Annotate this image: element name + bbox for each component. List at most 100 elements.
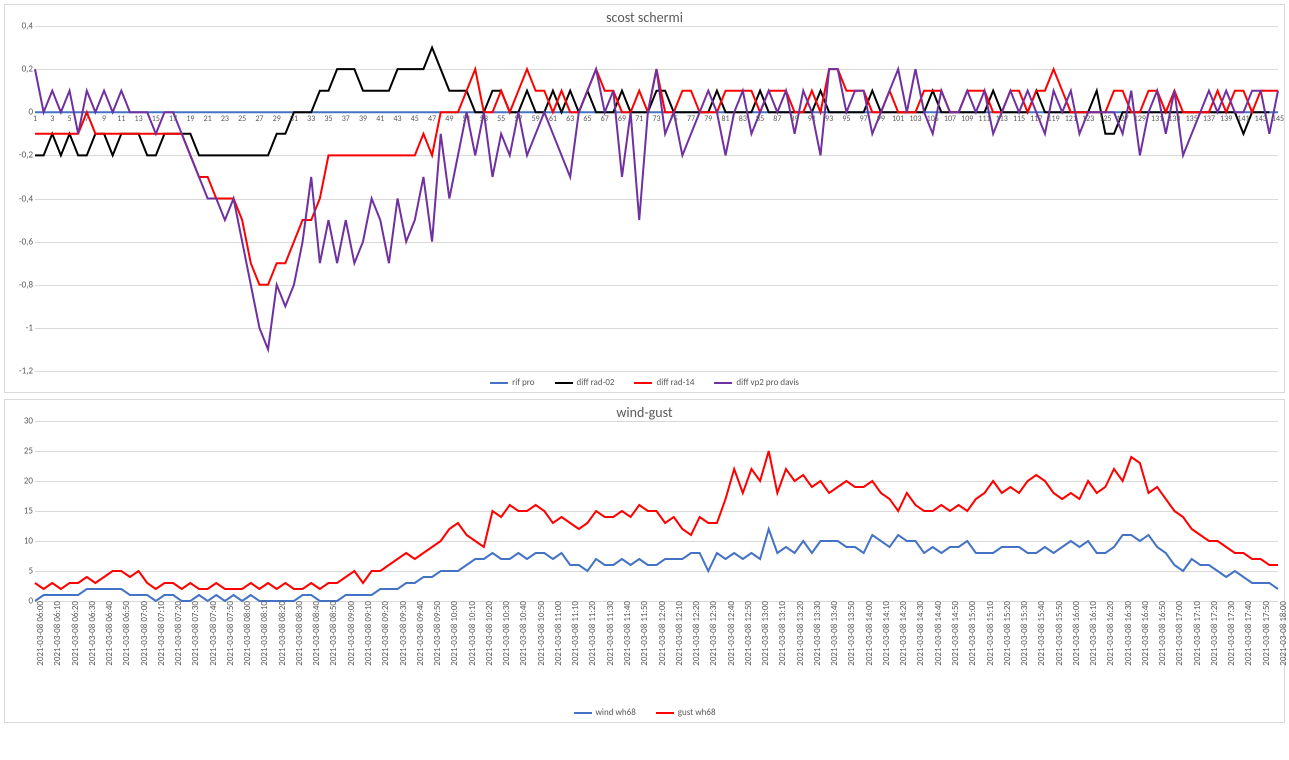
legend-label: diff rad-02 [577, 377, 615, 388]
x-tick-label: 103 [909, 114, 921, 124]
chart1-x-axis: 1357911131517192123252729313335373941434… [35, 114, 1278, 128]
y-tick-label: -0,4 [7, 193, 33, 204]
x-tick-label: 2021-03-08 17:10 [1192, 601, 1203, 666]
x-tick-label: 85 [756, 114, 764, 124]
chart1-y-axis: -1,2-1-0,8-0,6-0,4-0,200,20,4 [7, 26, 33, 371]
x-tick-label: 35 [324, 114, 332, 124]
series-diff-vp2-pro-davis [35, 69, 1278, 349]
x-tick-label: 13 [135, 114, 143, 124]
x-tick-label: 2021-03-08 06:30 [87, 601, 98, 666]
x-tick-label: 2021-03-08 13:10 [777, 601, 788, 666]
x-tick-label: 65 [583, 114, 591, 124]
x-tick-label: 135 [1186, 114, 1198, 124]
chart1-series-svg [35, 26, 1278, 371]
x-tick-label: 2021-03-08 13:50 [846, 601, 857, 666]
x-tick-label: 2021-03-08 13:20 [795, 601, 806, 666]
x-tick-label: 2021-03-08 10:20 [484, 601, 495, 666]
legend-label: wind wh68 [596, 707, 636, 718]
chart1-plot-area: -1,2-1-0,8-0,6-0,4-0,200,20,4 1357911131… [35, 26, 1278, 371]
x-tick-label: 21 [204, 114, 212, 124]
x-tick-label: 141 [1237, 114, 1249, 124]
x-tick-label: 59 [532, 114, 540, 124]
x-tick-label: 115 [1013, 114, 1025, 124]
x-tick-label: 2021-03-08 16:10 [1088, 601, 1099, 666]
x-tick-label: 61 [549, 114, 557, 124]
x-tick-label: 43 [393, 114, 401, 124]
x-tick-label: 2021-03-08 07:20 [173, 601, 184, 666]
x-tick-label: 77 [687, 114, 695, 124]
x-tick-label: 145 [1272, 114, 1284, 124]
legend-swatch [555, 382, 573, 384]
x-tick-label: 2021-03-08 06:10 [52, 601, 63, 666]
chart2-legend: wind wh68 gust wh68 [5, 701, 1284, 722]
chart-scost-schermi: scost schermi -1,2-1-0,8-0,6-0,4-0,200,2… [4, 4, 1285, 393]
x-tick-label: 101 [892, 114, 904, 124]
x-tick-label: 31 [290, 114, 298, 124]
y-tick-label: -0,8 [7, 279, 33, 290]
x-tick-label: 2021-03-08 07:50 [225, 601, 236, 666]
legend-swatch [634, 382, 652, 384]
x-tick-label: 2021-03-08 11:00 [553, 601, 564, 666]
x-tick-label: 113 [996, 114, 1008, 124]
y-tick-label: 5 [7, 566, 33, 577]
x-tick-label: 3 [50, 114, 54, 124]
x-tick-label: 2021-03-08 12:10 [674, 601, 685, 666]
legend-item: rif pro [490, 377, 534, 388]
y-tick-label: 15 [7, 506, 33, 517]
x-tick-label: 2021-03-08 15:40 [1036, 601, 1047, 666]
chart2-y-axis: 051015202530 [7, 421, 33, 601]
x-tick-label: 2021-03-08 06:00 [35, 601, 46, 666]
x-tick-label: 41 [376, 114, 384, 124]
x-tick-label: 2021-03-08 07:10 [156, 601, 167, 666]
legend-label: gust wh68 [678, 707, 716, 718]
x-tick-label: 137 [1203, 114, 1215, 124]
x-tick-label: 19 [186, 114, 194, 124]
x-tick-label: 2021-03-08 18:00 [1278, 601, 1289, 666]
x-tick-label: 5 [67, 114, 71, 124]
x-tick-label: 2021-03-08 08:50 [328, 601, 339, 666]
series-wind-wh68 [35, 529, 1278, 601]
x-tick-label: 2021-03-08 17:30 [1226, 601, 1237, 666]
x-tick-label: 2021-03-08 14:20 [898, 601, 909, 666]
series-gust-wh68 [35, 451, 1278, 589]
y-tick-label: -0,6 [7, 236, 33, 247]
x-tick-label: 2021-03-08 07:40 [208, 601, 219, 666]
x-tick-label: 119 [1047, 114, 1059, 124]
x-tick-label: 2021-03-08 11:50 [639, 601, 650, 666]
chart-wind-gust: wind-gust 051015202530 2021-03-08 06:002… [4, 399, 1285, 723]
legend-item: diff vp2 pro davis [714, 377, 799, 388]
x-tick-label: 2021-03-08 11:40 [622, 601, 633, 666]
x-tick-label: 139 [1220, 114, 1232, 124]
x-tick-label: 117 [1030, 114, 1042, 124]
chart2-plot-area: 051015202530 [35, 421, 1278, 601]
x-tick-label: 2021-03-08 09:50 [432, 601, 443, 666]
x-tick-label: 143 [1255, 114, 1267, 124]
x-tick-label: 1 [33, 114, 37, 124]
y-tick-label: 0,4 [7, 21, 33, 32]
x-tick-label: 45 [411, 114, 419, 124]
x-tick-label: 2021-03-08 11:20 [587, 601, 598, 666]
x-tick-label: 2021-03-08 09:40 [415, 601, 426, 666]
x-tick-label: 51 [463, 114, 471, 124]
x-tick-label: 81 [721, 114, 729, 124]
legend-item: gust wh68 [656, 707, 716, 718]
x-tick-label: 2021-03-08 12:40 [726, 601, 737, 666]
x-tick-label: 111 [978, 114, 990, 124]
x-tick-label: 73 [652, 114, 660, 124]
x-tick-label: 2021-03-08 07:30 [190, 601, 201, 666]
x-tick-label: 87 [773, 114, 781, 124]
x-tick-label: 2021-03-08 10:50 [536, 601, 547, 666]
x-tick-label: 123 [1082, 114, 1094, 124]
x-tick-label: 9 [102, 114, 106, 124]
y-tick-label: 0 [7, 596, 33, 607]
x-tick-label: 2021-03-08 09:20 [380, 601, 391, 666]
x-tick-label: 131 [1151, 114, 1163, 124]
x-tick-label: 2021-03-08 09:10 [363, 601, 374, 666]
x-tick-label: 2021-03-08 10:40 [518, 601, 529, 666]
x-tick-label: 2021-03-08 16:40 [1140, 601, 1151, 666]
x-tick-label: 83 [739, 114, 747, 124]
legend-label: diff rad-14 [656, 377, 694, 388]
chart1-legend: rif pro diff rad-02 diff rad-14 diff vp2 pr… [5, 371, 1284, 392]
legend-swatch [574, 712, 592, 714]
x-tick-label: 2021-03-08 14:50 [950, 601, 961, 666]
